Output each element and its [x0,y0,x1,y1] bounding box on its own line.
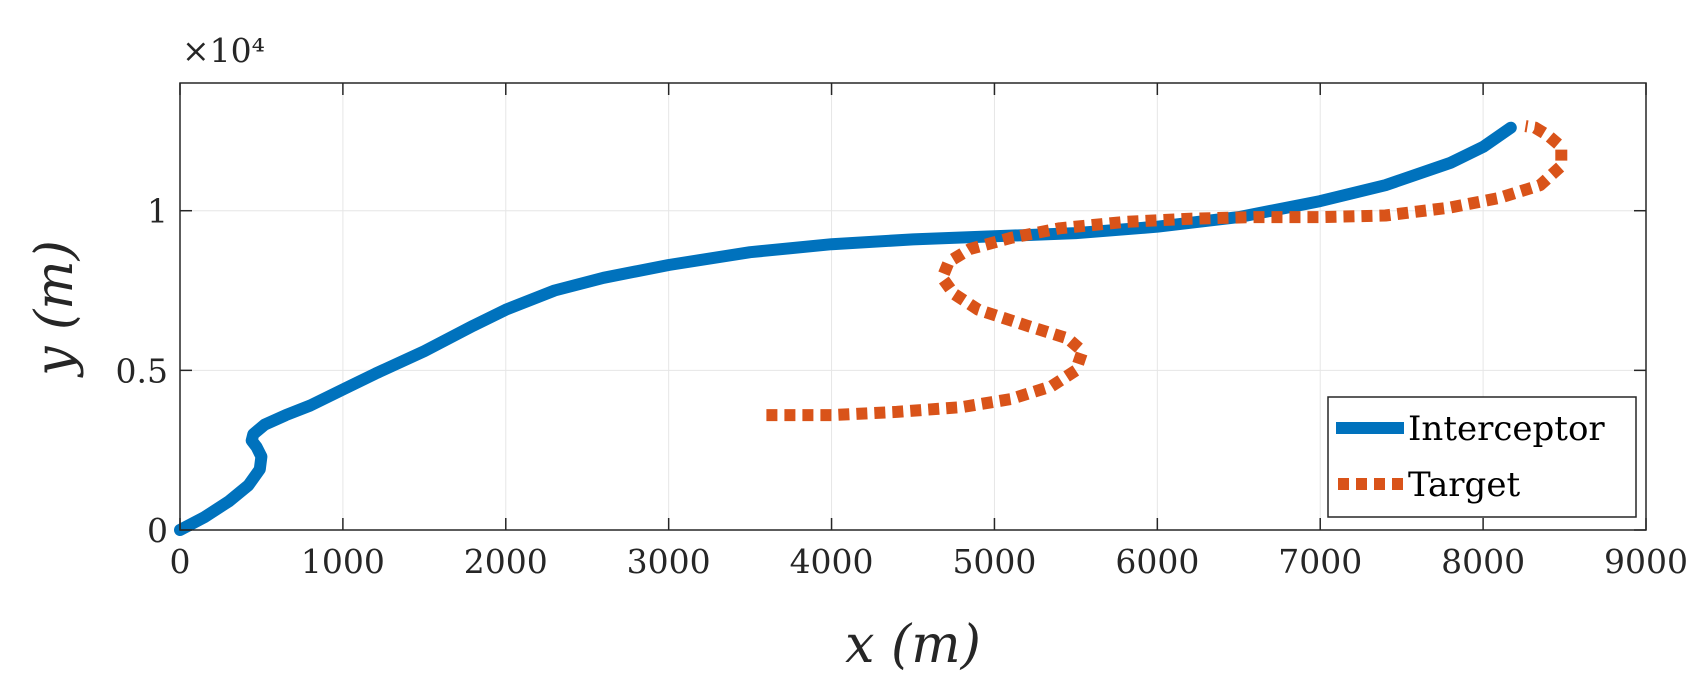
legend-box [1327,396,1637,518]
x-tick-label: 9000 [1604,542,1688,581]
x-tick-label: 8000 [1441,542,1525,581]
x-tick-label: 1000 [301,542,385,581]
x-tick-label: 3000 [627,542,711,581]
legend: Interceptor Target [1327,396,1637,518]
y-axis-label: y (m) [25,240,85,378]
y-tick-label: 1 [147,192,168,231]
x-tick-label: 7000 [1278,542,1362,581]
legend-label-interceptor: Interceptor [1408,409,1605,449]
x-tick-label: 4000 [790,542,874,581]
legend-label-target: Target [1408,465,1520,505]
ticks: 0 1000 2000 3000 4000 5000 6000 7000 8000 9000 0 0.… [116,83,1688,581]
x-tick-label: 0 [170,542,191,581]
y-tick-label: 0 [147,511,168,550]
y-exponent-label: ×10⁴ [182,31,265,70]
x-tick-label: 2000 [464,542,548,581]
x-axis-label: x (m) [845,615,981,675]
series-layer [174,120,1568,536]
y-tick-label: 0.5 [116,351,168,390]
series-line-target [766,120,1568,422]
x-tick-label: 6000 [1115,542,1199,581]
x-tick-label: 5000 [952,542,1036,581]
plot-frame [179,82,1647,531]
